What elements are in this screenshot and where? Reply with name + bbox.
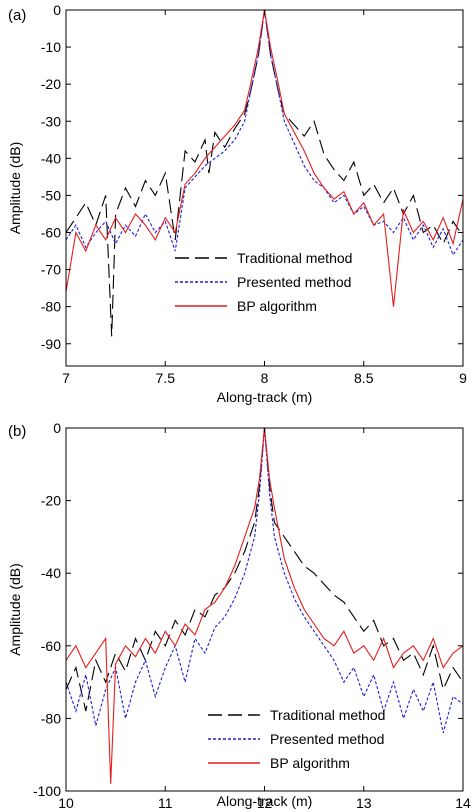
x-tick-label: 8.5 xyxy=(354,370,374,386)
y-tick-label: -10 xyxy=(41,39,61,55)
y-tick-label: -20 xyxy=(41,76,61,92)
x-tick-label: 10 xyxy=(58,795,74,811)
x-tick-label: 11 xyxy=(158,795,173,811)
series-line-1 xyxy=(65,9,464,256)
legend-label: BP algorithm xyxy=(237,298,317,314)
legend: Traditional method Presented method BP alg… xyxy=(175,250,352,314)
panel-label: (a) xyxy=(8,7,26,24)
y-tick-label: -20 xyxy=(41,493,61,509)
legend: Traditional method Presented method BP alg… xyxy=(208,707,385,771)
y-tick-label: -40 xyxy=(41,150,61,166)
y-tick-label: -40 xyxy=(41,565,61,581)
x-tick-label: 7.5 xyxy=(156,370,176,386)
x-tick-label: 7 xyxy=(62,370,70,386)
x-tick-label: 12 xyxy=(257,795,273,811)
y-axis-label: Amplitude (dB) xyxy=(7,563,23,656)
y-tick-label: 0 xyxy=(53,2,61,18)
series-line-1 xyxy=(65,427,464,734)
y-tick-label: -90 xyxy=(41,336,61,352)
y-axis-label: Amplitude (dB) xyxy=(7,142,23,235)
legend-label: Traditional method xyxy=(237,250,352,266)
x-tick-label: 9 xyxy=(459,370,467,386)
series-line-0 xyxy=(65,427,464,712)
legend-label: BP algorithm xyxy=(270,755,350,771)
y-tick-label: -60 xyxy=(41,225,61,241)
panel-label: (b) xyxy=(8,423,26,440)
y-tick-label: -60 xyxy=(41,638,61,654)
plot-frame xyxy=(65,427,464,792)
legend-label: Presented method xyxy=(237,274,351,290)
series-line-0 xyxy=(65,9,464,337)
series-line-2 xyxy=(65,427,464,784)
y-tick-label: -80 xyxy=(41,299,61,315)
x-axis-label: Along-track (m) xyxy=(217,389,313,405)
legend-label: Presented method xyxy=(270,731,384,747)
x-axis-label: Along-track (m) xyxy=(217,793,313,809)
legend-label: Traditional method xyxy=(270,707,385,723)
x-tick-label: 14 xyxy=(455,795,471,811)
panel-a: 7 7.5 8 8.5 9 0 -10 -20 -30 -40 -50 -60 -70 -80 -90 (a)… xyxy=(7,2,467,405)
y-tick-label: -30 xyxy=(41,113,61,129)
y-tick-label: -70 xyxy=(41,262,61,278)
panel-b: 10 11 12 13 14 0 -20 -40 -60 -80 -100 (b) Along-trac… xyxy=(7,420,471,811)
y-tick-label: -100 xyxy=(33,783,61,799)
x-tick-label: 13 xyxy=(356,795,372,811)
y-tick-label: 0 xyxy=(53,420,61,436)
y-tick-label: -50 xyxy=(41,187,61,203)
y-tick-label: -80 xyxy=(41,710,61,726)
x-tick-label: 8 xyxy=(261,370,269,386)
